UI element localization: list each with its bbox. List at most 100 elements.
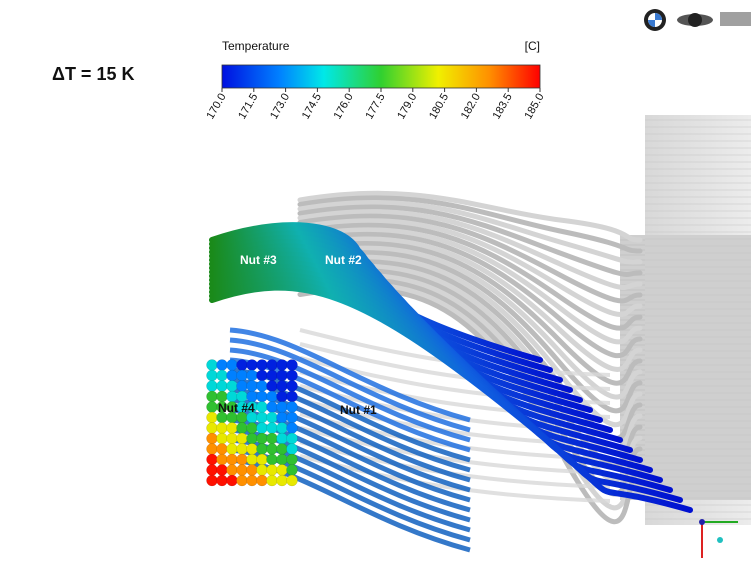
tube-end	[207, 433, 218, 444]
tube-end	[287, 360, 298, 371]
tube-end	[247, 381, 258, 392]
delta-t: ΔT = 15 K	[52, 64, 134, 84]
tube-end	[247, 454, 258, 465]
colorbar-tick-label: 179.0	[395, 92, 419, 122]
tube-end	[247, 423, 258, 434]
tube-end	[277, 465, 288, 476]
tube-end	[257, 370, 268, 381]
tube-end	[227, 360, 238, 371]
tube-end	[217, 454, 228, 465]
nut-label: Nut #1	[340, 403, 377, 417]
tube-end	[277, 402, 288, 413]
scene: ΔT = 15 K Temperature [C] 170.0171.5173.…	[0, 0, 751, 566]
tube-end	[277, 423, 288, 434]
nut-label: Nut #4	[218, 401, 255, 415]
tube-end	[247, 370, 258, 381]
colorbar-tick-label: 180.5	[427, 92, 451, 122]
tube-end	[257, 402, 268, 413]
colorbar-title: Temperature	[222, 39, 290, 53]
tube-end	[277, 360, 288, 371]
tube-end	[267, 391, 278, 402]
colorbar-tick-label: 185.0	[522, 92, 546, 122]
tube-end	[257, 391, 268, 402]
tube-end	[257, 412, 268, 423]
tube-end	[217, 370, 228, 381]
colorbar-tick-label: 170.0	[204, 92, 228, 122]
outlet-block	[620, 115, 751, 525]
nut4-streamlines	[207, 360, 298, 487]
colorbar-unit: [C]	[525, 39, 540, 53]
tube-end	[217, 444, 228, 455]
tube-end	[207, 402, 218, 413]
tube-end	[227, 444, 238, 455]
tube-end	[267, 454, 278, 465]
tube-end	[257, 381, 268, 392]
tube-end	[287, 444, 298, 455]
tube-end	[287, 381, 298, 392]
tube-end	[237, 433, 248, 444]
tube-end	[237, 423, 248, 434]
colorbar-tick-label: 176.0	[332, 92, 356, 122]
tube-end	[237, 475, 248, 486]
tube-end	[237, 360, 248, 371]
colorbar-tick-label: 177.5	[363, 92, 387, 122]
tube-end	[287, 454, 298, 465]
colorbar-ticks: 170.0171.5173.0174.5176.0177.5179.0180.5…	[204, 88, 546, 121]
colorbar-tick-label: 174.5	[300, 92, 324, 122]
tube-end	[287, 475, 298, 486]
tube-end	[237, 370, 248, 381]
tube-end	[237, 465, 248, 476]
tube-end	[207, 465, 218, 476]
tube-end	[227, 423, 238, 434]
tube-end	[247, 444, 258, 455]
tube-end	[257, 454, 268, 465]
tube-end	[227, 454, 238, 465]
tube-end	[277, 444, 288, 455]
slide: ΔT = 15 K Temperature [C] 170.0171.5173.…	[0, 0, 751, 566]
tube-end	[277, 391, 288, 402]
tube-end	[277, 454, 288, 465]
tube-end	[287, 412, 298, 423]
tube-end	[257, 433, 268, 444]
tube-end	[207, 444, 218, 455]
nut-label: Nut #3	[240, 253, 277, 267]
tube-end	[287, 370, 298, 381]
tube-end	[287, 465, 298, 476]
tube-end	[227, 370, 238, 381]
tube-end	[287, 433, 298, 444]
colorbar-tick-label: 173.0	[268, 92, 292, 122]
tube-end	[217, 423, 228, 434]
colorbar	[222, 65, 540, 88]
tube-end	[257, 423, 268, 434]
tube-end	[287, 402, 298, 413]
tube-end	[267, 475, 278, 486]
tube-end	[227, 465, 238, 476]
tube-end	[207, 423, 218, 434]
tube-end	[277, 370, 288, 381]
tube-end	[227, 381, 238, 392]
tube-end	[207, 391, 218, 402]
tube-end	[217, 381, 228, 392]
tube-end	[257, 360, 268, 371]
tube-end	[207, 454, 218, 465]
tube-end	[237, 381, 248, 392]
tube-end	[267, 412, 278, 423]
tube-end	[257, 475, 268, 486]
tube-end	[267, 360, 278, 371]
tube-end	[247, 360, 258, 371]
tube-end	[287, 391, 298, 402]
tube-end	[207, 360, 218, 371]
tube-end	[277, 433, 288, 444]
tube-end	[247, 475, 258, 486]
tube-end	[207, 412, 218, 423]
colorbar-tick-label: 183.5	[491, 92, 515, 122]
tube-end	[277, 412, 288, 423]
tube-end	[267, 370, 278, 381]
tube-end	[267, 402, 278, 413]
tube-end	[257, 444, 268, 455]
tube-end	[207, 370, 218, 381]
tube-end	[237, 444, 248, 455]
tube-end	[217, 465, 228, 476]
tube-end	[207, 381, 218, 392]
tube-end	[267, 444, 278, 455]
